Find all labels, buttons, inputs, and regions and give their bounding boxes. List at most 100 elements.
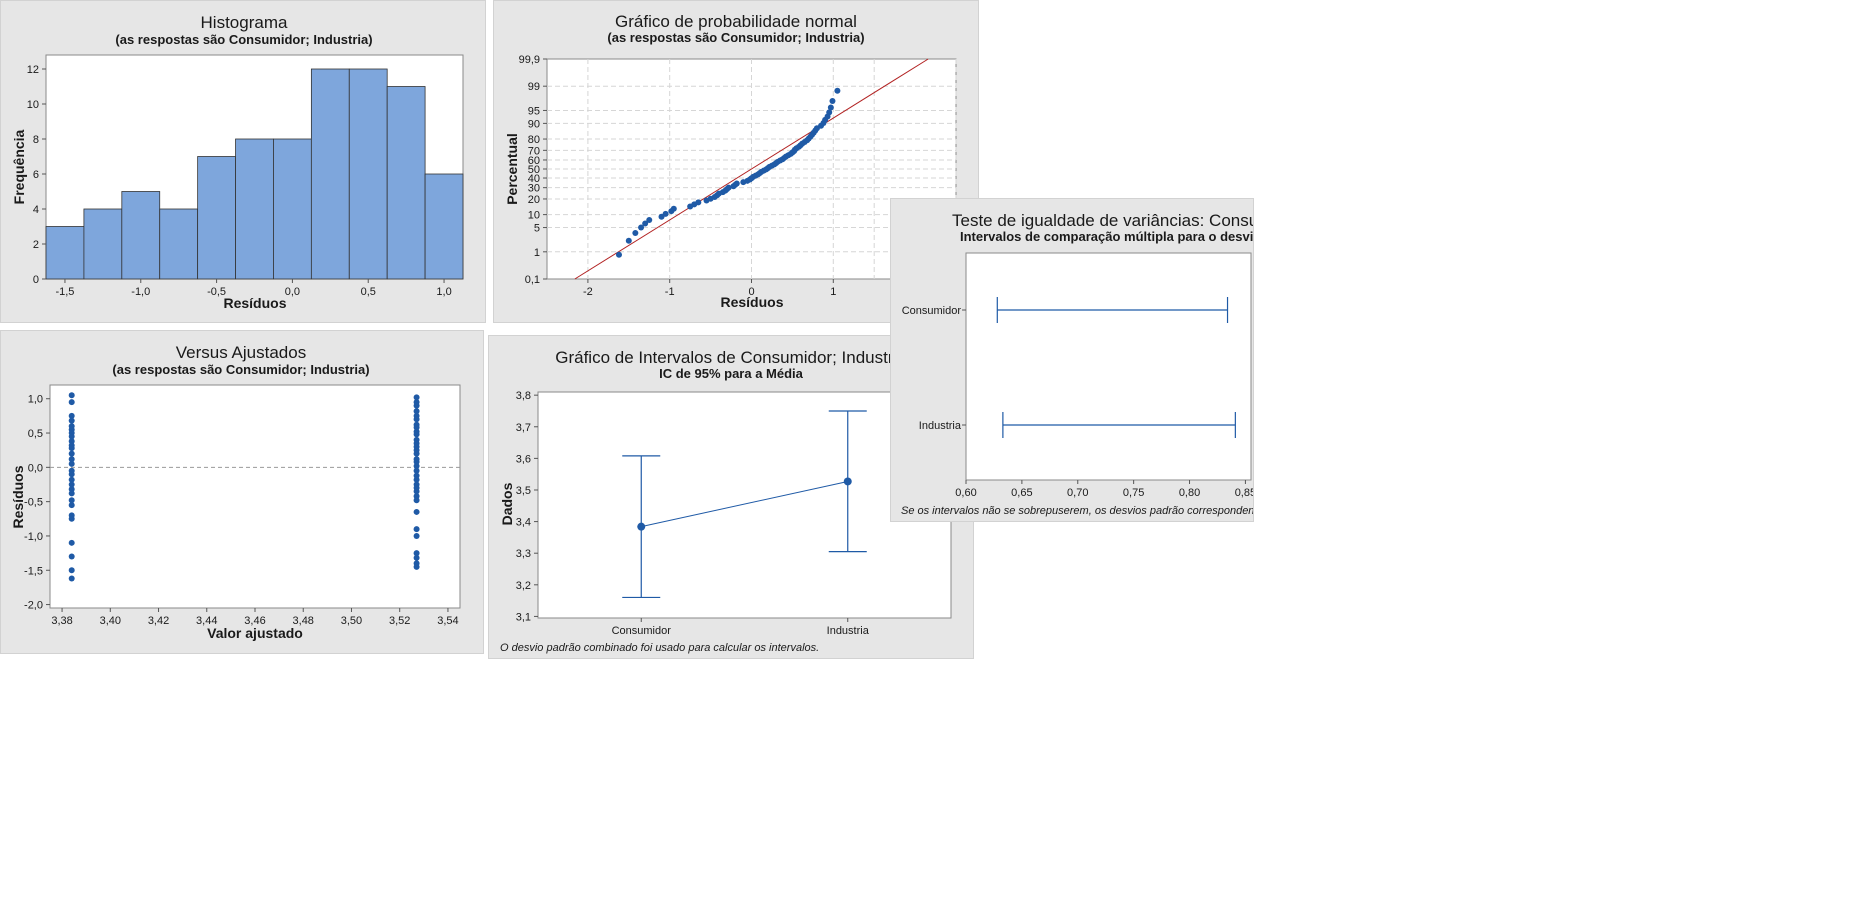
variance-subtitle: Intervalos de comparação múltipla para o… [960, 229, 1254, 244]
interval-plot-area [537, 391, 952, 619]
probability-point [829, 97, 836, 104]
fitted-point [413, 476, 420, 483]
fitted-point [68, 392, 75, 399]
variance-category-label: Consumidor [902, 305, 962, 317]
probability-x-axis-label: Resíduos [720, 294, 783, 310]
fitted-point [413, 394, 420, 401]
interval-y-axis-label: Dados [499, 482, 515, 525]
fitted-point [68, 456, 75, 463]
interval-y-tick-label: 3,3 [516, 548, 531, 560]
variance-x-tick-label: 0,65 [1011, 487, 1032, 499]
probability-point [733, 180, 740, 187]
interval-footnote: O desvio padrão combinado foi usado para… [500, 642, 819, 654]
fitted-point [413, 467, 420, 474]
histogram-bar [348, 68, 388, 280]
interval-y-tick-label: 3,5 [516, 485, 531, 497]
fitted-point [413, 408, 420, 415]
interval-y-tick-label: 3,8 [516, 390, 531, 402]
variance-x-tick-label: 0,75 [1123, 487, 1144, 499]
variance-panel: Teste de igualdade de variâncias: Consum… [890, 198, 1254, 522]
histogram-bar [83, 208, 123, 280]
probability-y-tick-label: 60 [528, 155, 540, 167]
fitted-point [413, 532, 420, 539]
interval-category-label: Industria [827, 625, 870, 637]
probability-y-tick-label: 70 [528, 145, 540, 157]
probability-point [826, 109, 833, 116]
histogram-bar [273, 138, 312, 280]
fitted-point [68, 471, 75, 478]
fitted-point [68, 399, 75, 406]
histogram-panel: Histograma (as respostas são Consumidor;… [0, 0, 486, 323]
interval-category-label: Consumidor [612, 625, 672, 637]
fitted-point [68, 575, 75, 582]
histogram-bar [424, 173, 464, 280]
histogram-x-tick-label: 0,5 [361, 286, 376, 298]
fitted-y-tick-label: -0,5 [24, 497, 43, 509]
probability-y-tick-label: 0,1 [525, 274, 540, 286]
fitted-point [413, 450, 420, 457]
fitted-x-tick-label: 3,38 [51, 615, 72, 627]
fitted-y-tick-label: 0,0 [28, 462, 43, 474]
fitted-point [413, 488, 420, 495]
probability-y-tick-label: 80 [528, 134, 540, 146]
fitted-point [413, 554, 420, 561]
histogram-x-tick-label: 0,0 [285, 286, 300, 298]
probability-y-tick-label: 10 [528, 210, 540, 222]
probability-y-tick-label: 99 [528, 81, 540, 93]
variance-footnote: Se os intervalos não se sobrepuserem, os… [901, 505, 1254, 517]
fitted-y-tick-label: -2,0 [24, 600, 43, 612]
variance-chart: Teste de igualdade de variâncias: Consum… [901, 211, 1254, 517]
fitted-x-axis-label: Valor ajustado [207, 625, 303, 641]
histogram-x-axis-label: Resíduos [223, 295, 286, 311]
fitted-x-tick-label: 3,42 [148, 615, 169, 627]
fitted-x-tick-label: 3,40 [100, 615, 121, 627]
fitted-point [413, 458, 420, 465]
fitted-y-tick-label: 1,0 [28, 394, 43, 406]
fitted-x-tick-label: 3,44 [196, 615, 217, 627]
fitted-x-tick-label: 3,48 [293, 615, 314, 627]
interval-chart: Gráfico de Intervalos de Consumidor; Ind… [499, 348, 952, 654]
probability-x-tick-label: -1 [665, 286, 675, 298]
histogram-y-tick-label: 2 [33, 239, 39, 251]
probability-x-tick-label: 0 [748, 286, 754, 298]
variance-plot-area [965, 252, 1252, 481]
probability-y-tick-label: 90 [528, 118, 540, 130]
fitted-point [413, 508, 420, 515]
fitted-point [413, 424, 420, 431]
variance-category-label: Industria [919, 420, 962, 432]
histogram-y-tick-label: 8 [33, 134, 39, 146]
probability-x-tick-label: 1 [830, 286, 836, 298]
probability-y-tick-label: 50 [528, 164, 540, 176]
probability-point [632, 230, 639, 237]
probability-chart: Gráfico de probabilidade normal (as resp… [504, 12, 957, 310]
probability-y-tick-label: 5 [534, 223, 540, 235]
interval-y-tick-label: 3,7 [516, 422, 531, 434]
fitted-panel: Versus Ajustados (as respostas são Consu… [0, 330, 484, 654]
fitted-point [68, 481, 75, 488]
fitted-point [68, 515, 75, 522]
histogram-bar [310, 68, 350, 280]
fitted-point [68, 539, 75, 546]
fitted-point [413, 497, 420, 504]
interval-mean-point [637, 522, 646, 531]
probability-fit-line [574, 58, 929, 280]
variance-x-tick-label: 0,80 [1179, 487, 1200, 499]
histogram-chart: Histograma (as respostas são Consumidor;… [11, 13, 464, 311]
fitted-point [413, 431, 420, 438]
probability-point [615, 251, 622, 258]
fitted-point [413, 550, 420, 557]
fitted-point [68, 445, 75, 452]
histogram-x-tick-label: -1,5 [55, 286, 74, 298]
fitted-point [68, 433, 75, 440]
probability-y-tick-label: 30 [528, 183, 540, 195]
histogram-x-tick-label: -0,5 [207, 286, 226, 298]
probability-point [695, 199, 702, 206]
fitted-x-tick-label: 3,52 [389, 615, 410, 627]
fitted-point [413, 526, 420, 533]
interval-y-tick-label: 3,4 [516, 517, 531, 529]
fitted-subtitle: (as respostas são Consumidor; Industria) [112, 362, 369, 377]
fitted-point [68, 476, 75, 483]
fitted-y-tick-label: 0,5 [28, 428, 43, 440]
fitted-x-tick-label: 3,50 [341, 615, 362, 627]
fitted-point [68, 460, 75, 467]
